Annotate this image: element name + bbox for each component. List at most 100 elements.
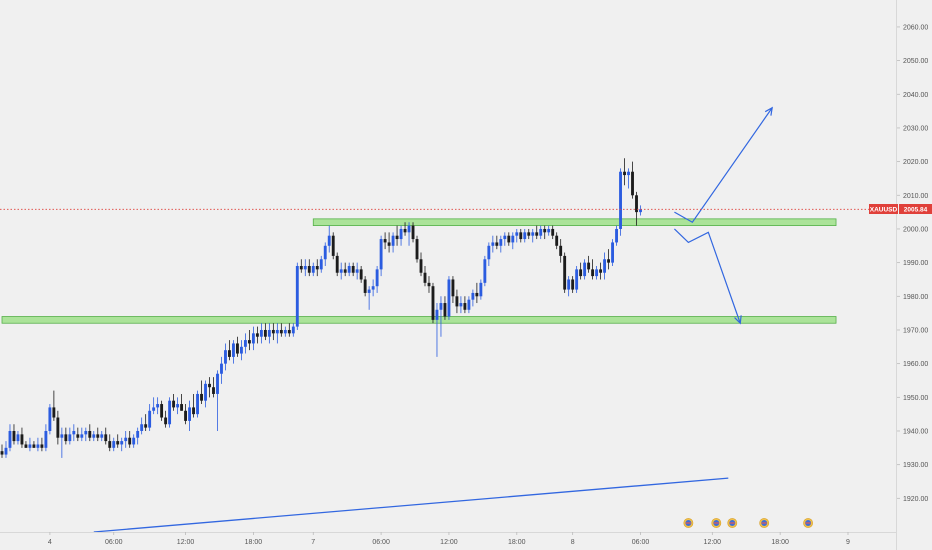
time-tick-label: 8 xyxy=(571,539,575,546)
projection-path-1[interactable] xyxy=(674,107,773,224)
candle-body xyxy=(192,407,195,415)
candle xyxy=(339,262,343,280)
economic-events-layer[interactable] xyxy=(683,518,813,528)
candle xyxy=(567,276,571,297)
candle-body xyxy=(463,303,467,310)
candle-body xyxy=(208,383,211,388)
candle xyxy=(92,430,96,442)
event-flag-icon[interactable] xyxy=(759,518,770,528)
candle-body xyxy=(439,303,443,310)
candle xyxy=(28,437,32,452)
candle xyxy=(555,232,559,250)
price-axis[interactable]: 2060.00 2050.00 2040.00 2030.00 2020.00 2010.… xyxy=(897,24,928,503)
candle-body xyxy=(96,434,100,438)
candle xyxy=(24,441,28,448)
time-tick-label: 18:00 xyxy=(508,539,526,546)
projection-path-2[interactable] xyxy=(673,228,741,324)
zone-1[interactable] xyxy=(312,218,837,226)
candle-body xyxy=(120,441,124,445)
candle xyxy=(124,430,128,448)
candle-body xyxy=(563,255,567,290)
candle xyxy=(607,249,611,270)
candle xyxy=(216,370,219,431)
candle xyxy=(579,262,583,280)
candle xyxy=(64,427,68,445)
candle-body xyxy=(196,393,199,415)
event-flag-icon[interactable] xyxy=(727,518,738,528)
candle xyxy=(419,252,423,277)
candle-body xyxy=(16,434,20,442)
time-tick-label: 9 xyxy=(846,539,850,546)
candle-body xyxy=(391,235,395,246)
candle xyxy=(343,262,347,277)
event-flag-icon[interactable] xyxy=(803,518,813,528)
candle xyxy=(427,276,431,293)
candle xyxy=(152,397,156,415)
candle-body xyxy=(383,239,387,243)
time-axis[interactable]: 4 06:00 12:00 18:00 7 06:00 12:00 18:00 8 06:00 12… xyxy=(48,532,850,546)
candle xyxy=(551,225,555,240)
event-flag-stripe xyxy=(805,522,811,524)
price-tag xyxy=(899,204,932,214)
candle xyxy=(599,262,603,280)
candle xyxy=(100,430,104,442)
price-tick-label: 2010.00 xyxy=(903,193,928,200)
candle xyxy=(56,410,60,445)
candle xyxy=(535,225,539,240)
candle-body xyxy=(259,329,263,337)
candle xyxy=(188,400,191,431)
price-tick-label: 1980.00 xyxy=(903,294,928,301)
arrowhead-2 xyxy=(734,315,742,325)
event-flag-stripe xyxy=(729,522,735,524)
candle xyxy=(68,427,72,445)
candle-body xyxy=(12,430,16,442)
candle xyxy=(531,228,535,243)
candle-body xyxy=(307,266,311,273)
candle xyxy=(259,323,263,344)
candle xyxy=(120,437,124,452)
candle-body xyxy=(299,266,303,270)
candle-body xyxy=(331,235,335,256)
time-tick-label: 18:00 xyxy=(245,539,263,546)
candle xyxy=(327,225,331,253)
candle xyxy=(0,444,4,458)
support-resistance-zones[interactable] xyxy=(1,218,837,324)
candle xyxy=(160,400,164,421)
candle xyxy=(471,289,475,307)
candle xyxy=(571,276,575,293)
candle xyxy=(52,390,56,421)
price-tick-label: 1920.00 xyxy=(903,496,928,503)
candlestick-series xyxy=(0,158,642,458)
candle xyxy=(16,430,20,445)
candle xyxy=(575,266,579,293)
candle xyxy=(431,282,435,324)
candle-body xyxy=(283,329,287,334)
candle xyxy=(487,242,491,266)
drawings-layer[interactable] xyxy=(93,106,773,533)
zone-2[interactable] xyxy=(1,316,837,324)
candle-body xyxy=(303,266,307,270)
candle-body xyxy=(20,434,24,445)
candle xyxy=(184,404,188,425)
candle-body xyxy=(339,269,343,273)
candle-body xyxy=(279,329,283,334)
candle-body xyxy=(419,259,423,273)
candle-body xyxy=(255,333,259,337)
trend-line[interactable] xyxy=(93,477,729,533)
candle-body xyxy=(583,262,587,277)
candle-body xyxy=(24,444,28,448)
candle xyxy=(96,427,100,442)
candle-body xyxy=(176,404,180,408)
candle xyxy=(40,437,44,452)
event-flag-icon[interactable] xyxy=(683,518,694,528)
candle xyxy=(503,232,507,246)
event-flag-icon[interactable] xyxy=(711,518,722,528)
candle-body xyxy=(124,437,128,442)
candle-body xyxy=(359,269,363,280)
candle xyxy=(287,323,291,337)
candle-body xyxy=(0,451,4,455)
candle xyxy=(291,323,295,337)
candle xyxy=(523,228,527,243)
candle xyxy=(543,225,547,240)
